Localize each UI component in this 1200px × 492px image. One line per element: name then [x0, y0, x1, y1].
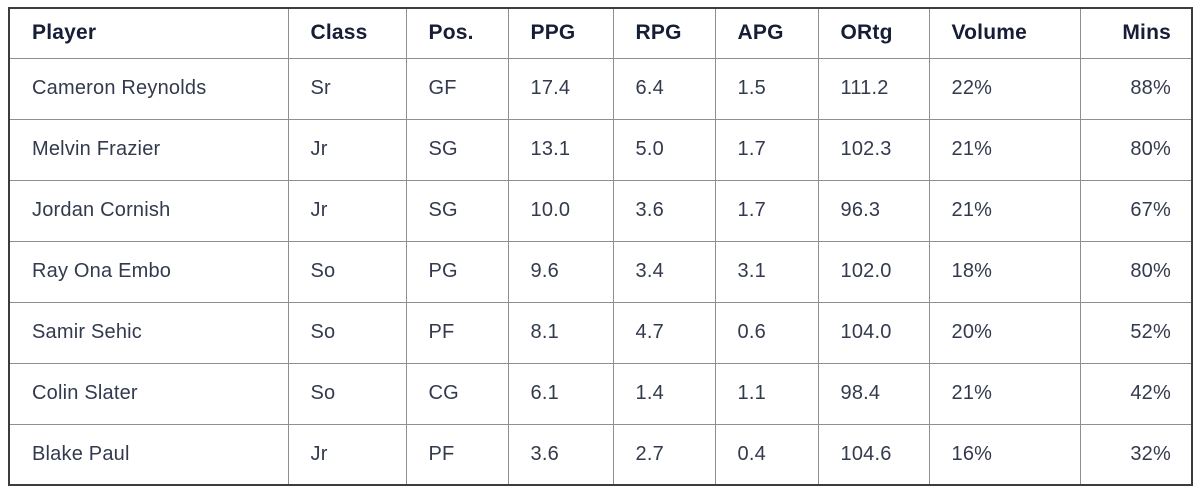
table-row: Cameron Reynolds Sr GF 17.4 6.4 1.5 111.2 22% 88…: [8, 57, 1193, 120]
cell-apg: 1.7: [714, 118, 819, 181]
cell-ortg: 111.2: [817, 57, 930, 120]
column-header-class: Class: [287, 7, 407, 59]
cell-volume: 21%: [928, 179, 1081, 242]
cell-apg: 0.4: [714, 423, 819, 486]
column-header-pos: Pos.: [405, 7, 509, 59]
cell-player: Blake Paul: [8, 423, 289, 486]
cell-volume: 20%: [928, 301, 1081, 364]
cell-class: So: [287, 301, 407, 364]
column-header-mins: Mins: [1079, 7, 1193, 59]
cell-class: Jr: [287, 423, 407, 486]
cell-ortg: 98.4: [817, 362, 930, 425]
cell-pos: CG: [405, 362, 509, 425]
cell-mins: 80%: [1079, 118, 1193, 181]
cell-rpg: 6.4: [612, 57, 716, 120]
cell-mins: 42%: [1079, 362, 1193, 425]
cell-apg: 1.5: [714, 57, 819, 120]
cell-mins: 32%: [1079, 423, 1193, 486]
cell-ppg: 3.6: [507, 423, 614, 486]
cell-rpg: 3.6: [612, 179, 716, 242]
cell-ppg: 8.1: [507, 301, 614, 364]
cell-player: Ray Ona Embo: [8, 240, 289, 303]
cell-pos: PF: [405, 301, 509, 364]
cell-volume: 22%: [928, 57, 1081, 120]
cell-rpg: 1.4: [612, 362, 716, 425]
header-row: Player Class Pos. PPG RPG APG ORtg Volume Mins: [8, 7, 1193, 59]
cell-class: So: [287, 362, 407, 425]
cell-volume: 18%: [928, 240, 1081, 303]
cell-rpg: 5.0: [612, 118, 716, 181]
cell-player: Colin Slater: [8, 362, 289, 425]
player-stats-table-container: Player Class Pos. PPG RPG APG ORtg Volume Mins C…: [8, 7, 1193, 486]
table-row: Jordan Cornish Jr SG 10.0 3.6 1.7 96.3 21% 67%: [8, 179, 1193, 242]
cell-mins: 67%: [1079, 179, 1193, 242]
cell-ppg: 10.0: [507, 179, 614, 242]
table-row: Melvin Frazier Jr SG 13.1 5.0 1.7 102.3 21% 80%: [8, 118, 1193, 181]
cell-mins: 80%: [1079, 240, 1193, 303]
cell-rpg: 4.7: [612, 301, 716, 364]
table-header: Player Class Pos. PPG RPG APG ORtg Volume Mins: [8, 7, 1193, 59]
column-header-ortg: ORtg: [817, 7, 930, 59]
cell-ortg: 102.3: [817, 118, 930, 181]
cell-class: Jr: [287, 179, 407, 242]
cell-player: Samir Sehic: [8, 301, 289, 364]
table-row: Ray Ona Embo So PG 9.6 3.4 3.1 102.0 18% 80%: [8, 240, 1193, 303]
table-row: Samir Sehic So PF 8.1 4.7 0.6 104.0 20% 52%: [8, 301, 1193, 364]
table-body: Cameron Reynolds Sr GF 17.4 6.4 1.5 111.2 22% 88…: [8, 57, 1193, 486]
table-row: Colin Slater So CG 6.1 1.4 1.1 98.4 21% 42%: [8, 362, 1193, 425]
cell-pos: SG: [405, 118, 509, 181]
cell-player: Jordan Cornish: [8, 179, 289, 242]
cell-rpg: 3.4: [612, 240, 716, 303]
cell-ortg: 104.0: [817, 301, 930, 364]
cell-ortg: 104.6: [817, 423, 930, 486]
cell-volume: 21%: [928, 362, 1081, 425]
cell-ortg: 102.0: [817, 240, 930, 303]
cell-rpg: 2.7: [612, 423, 716, 486]
cell-ppg: 6.1: [507, 362, 614, 425]
cell-ppg: 17.4: [507, 57, 614, 120]
column-header-rpg: RPG: [612, 7, 716, 59]
cell-player: Melvin Frazier: [8, 118, 289, 181]
cell-ppg: 13.1: [507, 118, 614, 181]
table-row: Blake Paul Jr PF 3.6 2.7 0.4 104.6 16% 32%: [8, 423, 1193, 486]
cell-ppg: 9.6: [507, 240, 614, 303]
column-header-volume: Volume: [928, 7, 1081, 59]
column-header-player: Player: [8, 7, 289, 59]
cell-class: Sr: [287, 57, 407, 120]
cell-player: Cameron Reynolds: [8, 57, 289, 120]
column-header-ppg: PPG: [507, 7, 614, 59]
cell-class: Jr: [287, 118, 407, 181]
cell-apg: 0.6: [714, 301, 819, 364]
cell-pos: SG: [405, 179, 509, 242]
cell-pos: PG: [405, 240, 509, 303]
cell-class: So: [287, 240, 407, 303]
cell-apg: 1.1: [714, 362, 819, 425]
cell-ortg: 96.3: [817, 179, 930, 242]
column-header-apg: APG: [714, 7, 819, 59]
cell-volume: 16%: [928, 423, 1081, 486]
cell-pos: GF: [405, 57, 509, 120]
cell-pos: PF: [405, 423, 509, 486]
cell-volume: 21%: [928, 118, 1081, 181]
cell-apg: 1.7: [714, 179, 819, 242]
cell-mins: 88%: [1079, 57, 1193, 120]
cell-apg: 3.1: [714, 240, 819, 303]
player-stats-table: Player Class Pos. PPG RPG APG ORtg Volume Mins C…: [8, 7, 1193, 486]
cell-mins: 52%: [1079, 301, 1193, 364]
